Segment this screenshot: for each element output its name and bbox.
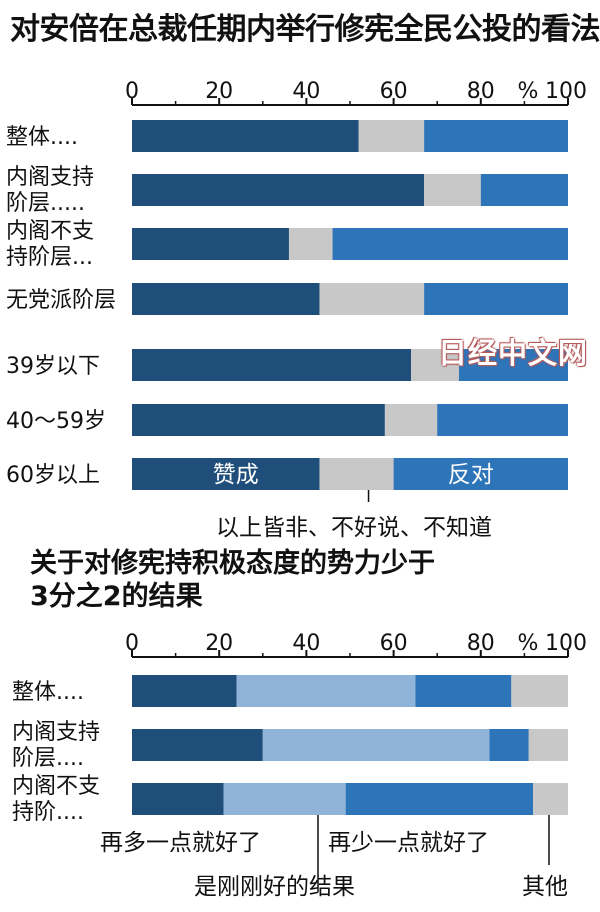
series-label-oppose: 反对 — [448, 462, 494, 488]
category-label: 内阁不支 — [6, 219, 94, 244]
callout-label-just-right: 是刚刚好的结果 — [194, 874, 355, 900]
bar-segment — [480, 174, 568, 206]
bar-segment — [384, 404, 438, 436]
bar-segment — [459, 349, 568, 381]
x-tick-label: 0 — [125, 631, 139, 656]
category-label: 整体.... — [6, 125, 78, 150]
bar-segment — [393, 458, 568, 490]
x-tick-label: 100 — [545, 79, 587, 104]
bar-segment — [528, 729, 568, 761]
chart-subtitle-line-1: 关于对修宪持积极态度的势力少于 — [30, 548, 435, 579]
bar-segment — [132, 458, 320, 490]
stacked-bar-chart-opinions: 0 20 40 60 80 100%整体....内阁支持阶层.....内阁不支持阶层...… — [6, 79, 587, 541]
bar-segment — [319, 283, 425, 315]
bar-segment — [288, 228, 333, 260]
percent-symbol: % — [518, 79, 539, 104]
watermark-logo: 日经中文网 — [438, 336, 589, 370]
bar-segment — [132, 675, 237, 707]
category-label: 无党派阶层 — [6, 288, 116, 313]
bar-segment — [424, 120, 568, 152]
series-label-approve: 赞成 — [213, 462, 259, 488]
category-label: 60岁以上 — [6, 463, 100, 488]
bar-segment — [132, 228, 289, 260]
bar-segment — [415, 675, 512, 707]
chart-title: 对安倍在总裁任期内举行修宪全民公投的看法 — [10, 12, 600, 47]
bar-segment — [489, 729, 529, 761]
category-label: 持阶层... — [6, 245, 93, 270]
bar-segment — [424, 174, 481, 206]
bar-segment — [437, 404, 568, 436]
bar-segment — [236, 675, 416, 707]
callout-label-other: 其他 — [522, 874, 568, 900]
bar-segment — [511, 675, 568, 707]
bar-segment — [223, 783, 346, 815]
category-label: 40～59岁 — [6, 409, 106, 434]
bar-segment — [332, 228, 568, 260]
category-label: 阶层..... — [6, 191, 85, 216]
bar-segment — [345, 783, 534, 815]
bar-segment — [132, 283, 320, 315]
callout-label-less: 再少一点就好了 — [328, 830, 489, 856]
category-label: 持阶.... — [12, 800, 84, 825]
category-label: 39岁以下 — [6, 354, 100, 379]
bar-segment — [132, 404, 385, 436]
category-label: 内阁支持 — [6, 165, 94, 190]
bar-segment — [262, 729, 490, 761]
category-label: 内阁不支 — [12, 774, 100, 799]
bar-segment — [411, 349, 459, 381]
bar-segment — [132, 120, 359, 152]
chart-subtitle: 关于对修宪持积极态度的势力少于 3分之2的结果 — [30, 547, 590, 613]
x-tick-label: 100 — [545, 631, 587, 656]
chart-subtitle-line-2: 3分之2的结果 — [30, 581, 203, 612]
percent-symbol: % — [518, 631, 539, 656]
bar-segment — [358, 120, 425, 152]
bar-segment — [533, 783, 568, 815]
bar-segment — [132, 783, 224, 815]
bar-segment — [132, 174, 425, 206]
category-label: 内阁支持 — [12, 720, 100, 745]
bar-segment — [319, 458, 394, 490]
x-tick-label: 0 — [125, 79, 139, 104]
callout-label-neutral: 以上皆非、不好说、不知道 — [216, 515, 492, 541]
bar-segment — [424, 283, 568, 315]
category-label: 阶层.... — [12, 746, 84, 771]
bar-segment — [132, 349, 412, 381]
category-label: 整体.... — [12, 680, 84, 705]
callout-label-more: 再多一点就好了 — [100, 830, 261, 856]
bar-segment — [132, 729, 263, 761]
